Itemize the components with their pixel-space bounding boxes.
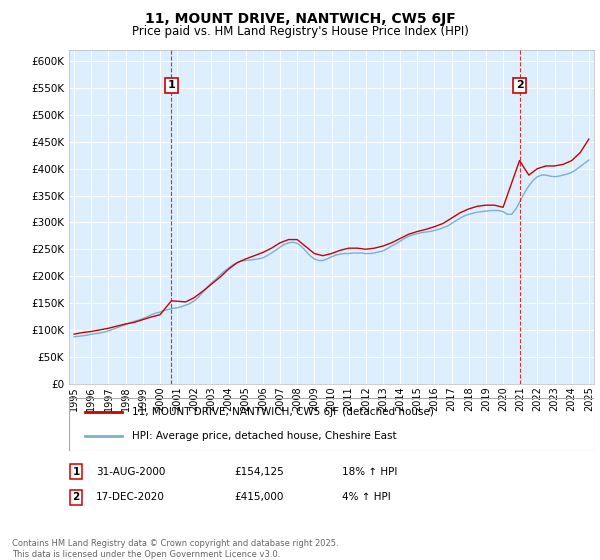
Text: 11, MOUNT DRIVE, NANTWICH, CW5 6JF (detached house): 11, MOUNT DRIVE, NANTWICH, CW5 6JF (deta… (132, 408, 434, 418)
Text: 11, MOUNT DRIVE, NANTWICH, CW5 6JF: 11, MOUNT DRIVE, NANTWICH, CW5 6JF (145, 12, 455, 26)
Text: Price paid vs. HM Land Registry's House Price Index (HPI): Price paid vs. HM Land Registry's House … (131, 25, 469, 38)
Text: HPI: Average price, detached house, Cheshire East: HPI: Average price, detached house, Ches… (132, 431, 397, 441)
Text: Contains HM Land Registry data © Crown copyright and database right 2025.
This d: Contains HM Land Registry data © Crown c… (12, 539, 338, 559)
Text: 31-AUG-2000: 31-AUG-2000 (96, 466, 166, 477)
Text: 18% ↑ HPI: 18% ↑ HPI (342, 466, 397, 477)
Text: £154,125: £154,125 (234, 466, 284, 477)
Text: 4% ↑ HPI: 4% ↑ HPI (342, 492, 391, 502)
Text: 1: 1 (167, 80, 175, 90)
Text: 2: 2 (73, 492, 80, 502)
Text: 17-DEC-2020: 17-DEC-2020 (96, 492, 165, 502)
Text: £415,000: £415,000 (234, 492, 283, 502)
Text: 1: 1 (73, 466, 80, 477)
Text: 2: 2 (515, 80, 523, 90)
